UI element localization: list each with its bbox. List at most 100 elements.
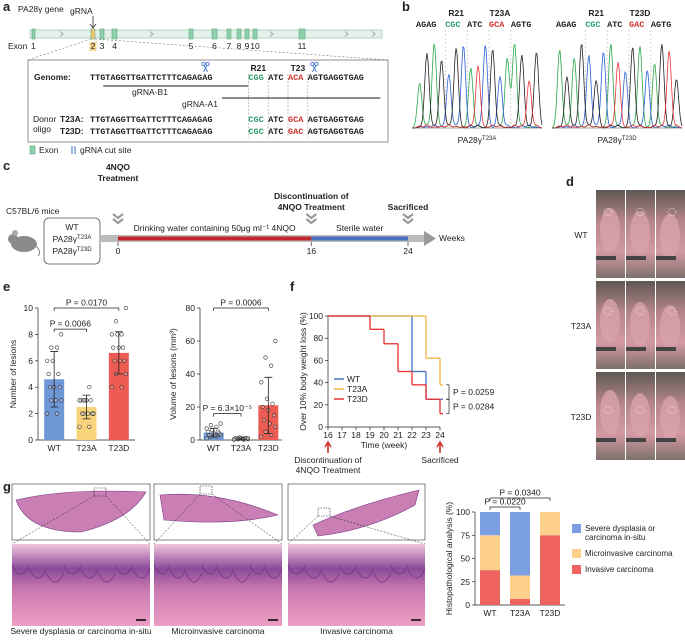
y-tick-label: 0 (318, 422, 323, 432)
y-tick-label: 60 (314, 355, 324, 365)
sequence-segment: AGTGAGGTGAG (308, 115, 364, 125)
exon-number: 8 (237, 41, 242, 51)
data-point (89, 411, 95, 416)
caption-sup: T23D (622, 136, 637, 142)
chromatogram-trace (551, 44, 683, 129)
y-tick-label: 20 (314, 400, 324, 410)
chromatogram-trace (552, 44, 683, 129)
photo-tongue (600, 208, 620, 252)
legend-item: Microinvasive carcinoma (572, 549, 684, 558)
tissue-section (159, 493, 279, 523)
row-label: T23D: (60, 126, 84, 136)
row-label: WT (574, 230, 587, 240)
tissue-texture (338, 564, 358, 575)
bar (44, 379, 65, 440)
x-tick-label: WT (207, 443, 220, 453)
lesion-outline (603, 307, 613, 315)
phase-bar (311, 236, 408, 241)
data-point (259, 380, 264, 385)
significance-label: P = 0.0170 (66, 298, 107, 308)
data-point (46, 371, 51, 377)
legend-label: Exon (39, 145, 59, 155)
y-tick-label: 2 (28, 409, 33, 419)
tissue-texture (407, 568, 426, 579)
data-point (87, 424, 92, 429)
significance-bracket (53, 307, 120, 311)
event-label: Discontinuation of (274, 191, 349, 201)
data-point (218, 421, 223, 426)
sequence-segment: TTGTAGGTTGATTCTTTCAGAGAG (90, 115, 212, 125)
exon-number: 7 (227, 41, 232, 51)
caption-text: PA28γ (458, 135, 483, 145)
histology-detail (154, 544, 282, 626)
grna-label: gRNA (70, 6, 93, 16)
photo-tongue (630, 211, 650, 255)
t23-label: T23 (291, 63, 306, 73)
panel-label: c (3, 158, 10, 173)
gene-title: PA28γ gene (18, 4, 64, 14)
tissue-texture (185, 572, 203, 583)
row-label: T23A (571, 321, 592, 331)
significance-label: P = 0.0066 (50, 319, 91, 329)
tissue-texture (265, 568, 283, 579)
sequence: AGAG CGC ATC GCA AGTG (416, 20, 531, 30)
x-axis-label: Time (week) (361, 440, 408, 450)
sequence-segment: AGTG (651, 20, 671, 30)
r21-label: R21 (448, 8, 464, 18)
tissue-section (312, 489, 420, 537)
data-point (45, 411, 50, 416)
y-tick-label: 10 (24, 303, 34, 313)
histology-caption: Microinvasive carcinoma (171, 626, 264, 636)
tissue-texture (355, 568, 375, 579)
data-point (81, 411, 86, 416)
sequence-segment: AGTG (511, 20, 531, 30)
legend-label: Invasive carcinoma (585, 565, 654, 574)
photo-instrument (626, 347, 646, 351)
significance-bracket (213, 413, 242, 417)
sequence-segment: CGC (445, 20, 460, 30)
sequence-segment: AGAG (416, 20, 436, 30)
data-point (91, 411, 96, 416)
sequence-segment: CGC (585, 20, 600, 30)
data-point (270, 401, 275, 406)
scissors (203, 65, 208, 73)
data-point (215, 429, 220, 434)
sequence-segment: AGTGAGGTGAG (308, 127, 364, 137)
y-tick-label: 0 (28, 435, 33, 445)
donor-label: oligo (33, 124, 51, 134)
data-point (88, 398, 93, 403)
y-tick-label: 80 (314, 333, 324, 343)
x-tick-label: 17 (337, 430, 347, 440)
caption: PA28γT23D (597, 135, 637, 145)
sequence-segment: CGG (248, 73, 263, 83)
significance-label: P = 0.0006 (220, 298, 261, 308)
data-point (111, 345, 116, 350)
lesion-outline (603, 406, 613, 414)
significance-label: P = 0.0284 (453, 401, 494, 411)
row-label: T23A: (60, 114, 84, 124)
data-point (271, 413, 277, 418)
caption: PA28γT23A (458, 135, 497, 145)
sequence-segment: TTGTAGGTTGATTCTTTCAGAGAG (90, 127, 212, 137)
exon (111, 28, 118, 40)
tissue-texture (169, 568, 187, 579)
exon (31, 28, 36, 40)
exon-prefix: Exon (8, 41, 28, 51)
tissue-texture (28, 568, 48, 579)
y-tick-label: 40 (314, 378, 324, 388)
group-text: WT (65, 222, 78, 232)
chromatogram-trace (412, 48, 543, 129)
exon (244, 28, 250, 40)
event-chevron (402, 218, 414, 225)
y-axis-label: Number of lesions (8, 340, 18, 409)
event-label: Sacrificed (388, 202, 429, 212)
marker-label: Sacrificed (421, 455, 459, 465)
tissue-texture (321, 572, 340, 583)
error-bar (114, 331, 123, 375)
data-point (49, 345, 54, 350)
y-tick-label: 4 (28, 382, 33, 392)
x-tick-label: T23A (231, 443, 252, 453)
event-label: 4NQO (106, 162, 130, 172)
event-chevron (112, 213, 124, 220)
legend-item: Severe dysplasia or carcinoma in-situ (572, 524, 684, 542)
